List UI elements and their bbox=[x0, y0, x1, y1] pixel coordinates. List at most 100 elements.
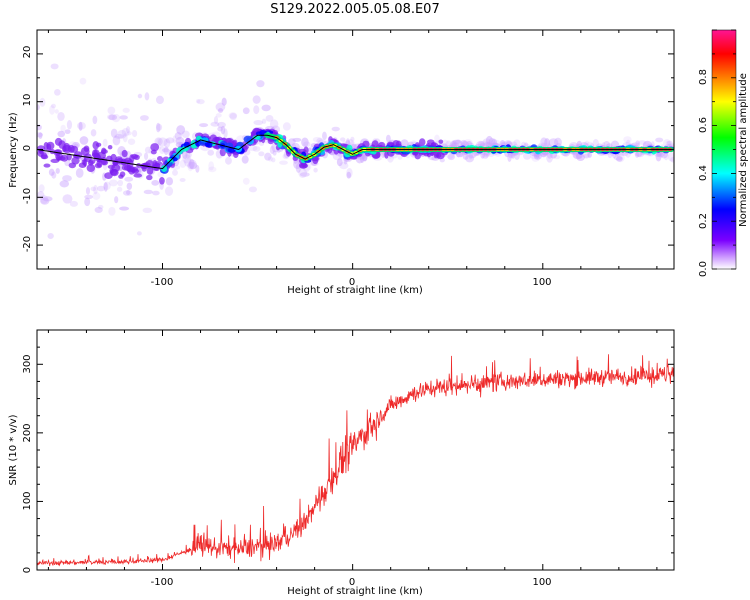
spectral-blob bbox=[482, 153, 489, 159]
top-x-tick-label: 0 bbox=[349, 277, 355, 288]
spectral-blob bbox=[233, 146, 243, 151]
spectral-blob bbox=[121, 127, 130, 137]
spectral-blob bbox=[225, 156, 232, 165]
spectral-blob bbox=[156, 138, 161, 145]
spectral-blob bbox=[187, 161, 194, 172]
spectral-blob bbox=[57, 111, 65, 121]
spectral-blob bbox=[85, 187, 91, 195]
spectral-blob bbox=[634, 151, 640, 158]
spectral-blob bbox=[180, 146, 189, 152]
figure-title: S129.2022.005.05.08.E07 bbox=[270, 2, 440, 17]
spectral-blob bbox=[165, 186, 174, 196]
colorbar-tick-label: 0.0 bbox=[698, 261, 709, 277]
spectral-blob bbox=[362, 154, 368, 162]
spectral-blob bbox=[76, 121, 86, 130]
spectral-blob bbox=[447, 153, 456, 161]
spectral-blob bbox=[258, 151, 265, 157]
spectral-blob bbox=[97, 151, 107, 160]
spectral-blob bbox=[573, 150, 579, 158]
spectral-blob bbox=[531, 152, 540, 162]
spectral-blob bbox=[176, 125, 186, 135]
spectral-blob bbox=[165, 137, 175, 144]
spectral-blob bbox=[47, 233, 54, 240]
spectral-blob bbox=[155, 122, 161, 133]
spectral-blob bbox=[109, 168, 118, 176]
spectral-blob bbox=[207, 166, 217, 173]
spectral-blob bbox=[592, 138, 599, 149]
spectral-blob bbox=[510, 151, 516, 159]
spectral-blob bbox=[252, 95, 261, 104]
spectral-blob bbox=[144, 146, 152, 154]
spectral-blob bbox=[102, 138, 108, 147]
spectral-blob bbox=[78, 162, 87, 168]
spectral-blob bbox=[292, 137, 302, 142]
spectral-blob bbox=[137, 93, 143, 99]
spectral-blob bbox=[253, 105, 260, 115]
snr-ticks bbox=[37, 329, 674, 571]
spectral-blob bbox=[97, 204, 104, 210]
spectral-blob bbox=[385, 134, 391, 143]
spectral-blob bbox=[261, 118, 267, 124]
spectral-blob bbox=[122, 133, 128, 143]
bottom-y-axis-label: SNR (10 * v/v) bbox=[8, 414, 19, 485]
spectral-blob bbox=[93, 184, 98, 195]
spectral-blob bbox=[576, 153, 585, 161]
bottom-x-tick-label: 0 bbox=[349, 577, 355, 588]
spectral-blob bbox=[46, 141, 55, 150]
spectral-blob bbox=[60, 154, 69, 162]
spectral-blob bbox=[523, 151, 532, 160]
spectral-blob bbox=[271, 157, 276, 163]
spectral-blob bbox=[159, 146, 165, 155]
spectral-blob bbox=[252, 146, 261, 152]
spectral-blob bbox=[228, 112, 238, 119]
spectral-blob bbox=[96, 185, 106, 192]
spectral-blob bbox=[143, 189, 153, 195]
spectral-blob bbox=[510, 141, 517, 147]
spectral-blob bbox=[108, 206, 116, 216]
spectral-blob bbox=[663, 138, 671, 148]
spectral-blob bbox=[477, 141, 485, 148]
spectral-blob bbox=[157, 137, 168, 147]
spectral-blob bbox=[530, 154, 539, 159]
spectral-blob bbox=[339, 137, 346, 142]
spectral-blob bbox=[38, 132, 43, 139]
spectral-blob bbox=[90, 129, 97, 137]
spectral-blob bbox=[468, 152, 476, 159]
bottom-y-tick-label: 300 bbox=[22, 354, 33, 373]
top-x-tick-label: 100 bbox=[532, 277, 551, 288]
spectral-blob bbox=[210, 121, 220, 127]
spectral-blob bbox=[150, 143, 160, 152]
spectral-blob bbox=[174, 131, 182, 140]
spectral-blob bbox=[583, 153, 590, 159]
spectral-blob bbox=[229, 112, 237, 121]
spectral-blob bbox=[667, 152, 674, 162]
spectral-blob bbox=[54, 109, 59, 114]
spectral-blob bbox=[484, 141, 490, 148]
spectral-blob bbox=[418, 138, 426, 147]
spectral-blob bbox=[117, 179, 124, 187]
spectral-blob bbox=[248, 186, 258, 193]
spectral-blob bbox=[252, 135, 261, 140]
spectral-blob bbox=[127, 138, 136, 145]
spectral-blob bbox=[482, 138, 491, 146]
spectral-blob bbox=[462, 153, 469, 160]
spectral-blob bbox=[117, 129, 127, 139]
spectral-blob bbox=[282, 122, 291, 131]
spectral-blob bbox=[92, 192, 101, 200]
spectral-blob bbox=[125, 126, 131, 134]
spectral-blob bbox=[154, 137, 163, 146]
spectral-blob bbox=[161, 148, 170, 153]
spectral-blob bbox=[485, 135, 493, 145]
spectral-blob bbox=[346, 171, 352, 179]
spectral-blob bbox=[156, 123, 163, 131]
spectral-blob bbox=[107, 106, 116, 115]
spectral-blob bbox=[553, 154, 561, 160]
spectral-blob bbox=[265, 114, 274, 122]
spectral-blob bbox=[146, 166, 154, 175]
colorbar bbox=[711, 29, 737, 270]
spectral-blob bbox=[151, 180, 160, 186]
spectral-blob bbox=[43, 163, 51, 168]
spectral-blob bbox=[116, 186, 123, 192]
spectral-blob bbox=[513, 139, 521, 148]
